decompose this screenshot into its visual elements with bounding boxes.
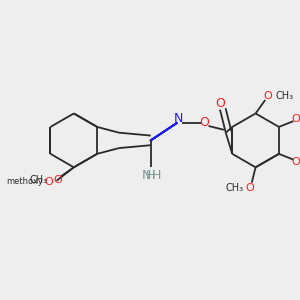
Text: O: O	[292, 114, 300, 124]
Text: CH₃: CH₃	[226, 182, 244, 193]
Text: O: O	[53, 175, 62, 185]
Text: methoxy: methoxy	[6, 177, 43, 186]
Text: O: O	[200, 116, 210, 129]
Text: O: O	[245, 182, 254, 193]
Text: N: N	[141, 169, 151, 182]
Text: O: O	[44, 177, 52, 187]
Text: CH₃: CH₃	[276, 91, 294, 101]
Text: O: O	[215, 97, 225, 110]
Text: O: O	[292, 157, 300, 166]
Text: N: N	[174, 112, 183, 125]
Text: O: O	[264, 91, 272, 101]
Text: H: H	[146, 169, 155, 182]
Text: CH₃: CH₃	[30, 175, 48, 185]
Text: H: H	[152, 169, 161, 182]
